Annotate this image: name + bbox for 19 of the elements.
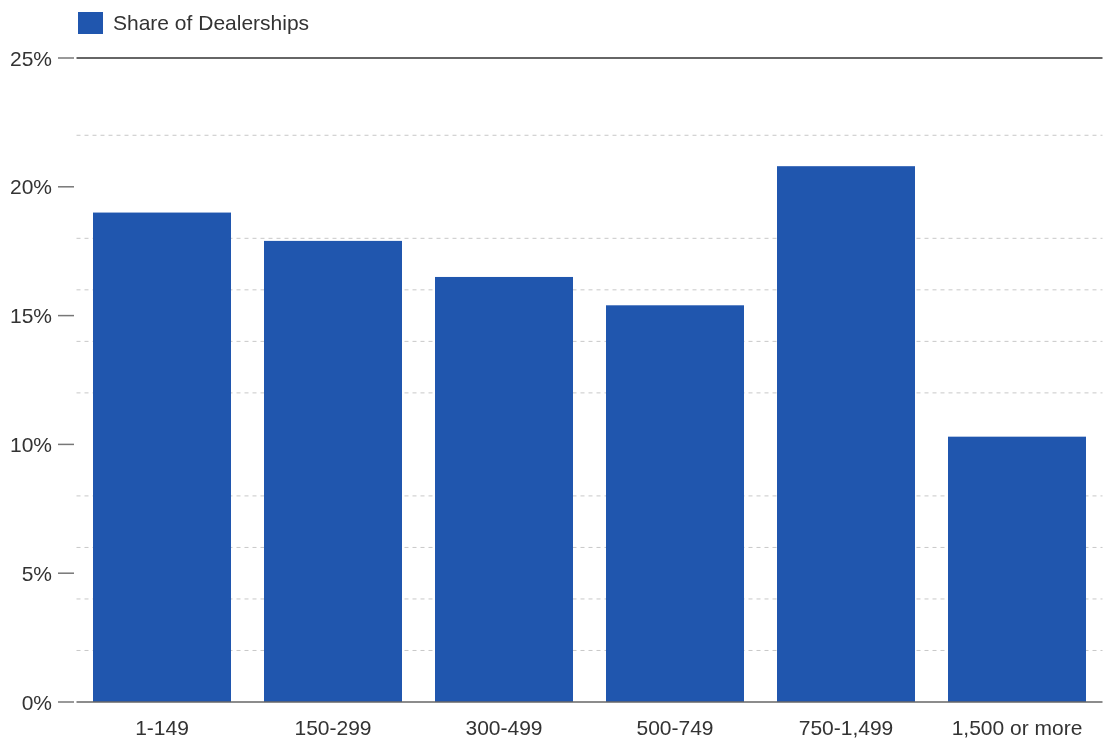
bar bbox=[606, 305, 744, 702]
bar bbox=[264, 240, 402, 702]
y-tick-label: 10% bbox=[9, 432, 52, 456]
y-tick-label: 15% bbox=[9, 304, 52, 328]
y-tick-label: 25% bbox=[9, 46, 52, 70]
bar bbox=[435, 276, 573, 702]
x-tick-label: 150-299 bbox=[294, 716, 372, 739]
bar bbox=[948, 436, 1086, 702]
bar bbox=[93, 212, 231, 702]
x-tick-label: 500-749 bbox=[636, 716, 714, 739]
y-tick-label: 0% bbox=[21, 690, 52, 714]
y-tick-label: 20% bbox=[9, 175, 52, 199]
legend-label: Share of Dealerships bbox=[113, 11, 310, 34]
bar bbox=[777, 166, 915, 702]
y-tick-label: 5% bbox=[21, 561, 52, 585]
x-tick-label: 1,500 or more bbox=[951, 716, 1083, 739]
x-tick-label: 750-1,499 bbox=[798, 716, 894, 739]
x-tick-label: 300-499 bbox=[465, 716, 543, 739]
x-tick-label: 1-149 bbox=[135, 716, 189, 739]
